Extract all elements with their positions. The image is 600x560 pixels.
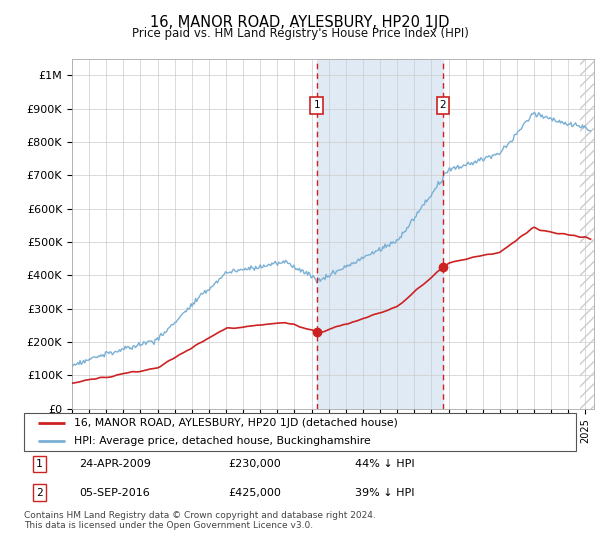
Text: 2: 2 [36,488,43,497]
Text: 24-APR-2009: 24-APR-2009 [79,459,151,469]
Text: Price paid vs. HM Land Registry's House Price Index (HPI): Price paid vs. HM Land Registry's House … [131,27,469,40]
Text: 39% ↓ HPI: 39% ↓ HPI [355,488,415,497]
Text: 05-SEP-2016: 05-SEP-2016 [79,488,150,497]
Text: 16, MANOR ROAD, AYLESBURY, HP20 1JD: 16, MANOR ROAD, AYLESBURY, HP20 1JD [150,15,450,30]
Text: 44% ↓ HPI: 44% ↓ HPI [355,459,415,469]
Text: 1: 1 [36,459,43,469]
Bar [580,59,594,409]
Text: £230,000: £230,000 [228,459,281,469]
Text: 1: 1 [314,100,320,110]
Bar [580,59,594,409]
FancyBboxPatch shape [24,413,576,451]
Text: £425,000: £425,000 [228,488,281,497]
Text: 2: 2 [440,100,446,110]
Text: Contains HM Land Registry data © Crown copyright and database right 2024.
This d: Contains HM Land Registry data © Crown c… [24,511,376,530]
Text: 16, MANOR ROAD, AYLESBURY, HP20 1JD (detached house): 16, MANOR ROAD, AYLESBURY, HP20 1JD (det… [74,418,398,428]
Text: HPI: Average price, detached house, Buckinghamshire: HPI: Average price, detached house, Buck… [74,436,370,446]
Bar [317,59,443,409]
